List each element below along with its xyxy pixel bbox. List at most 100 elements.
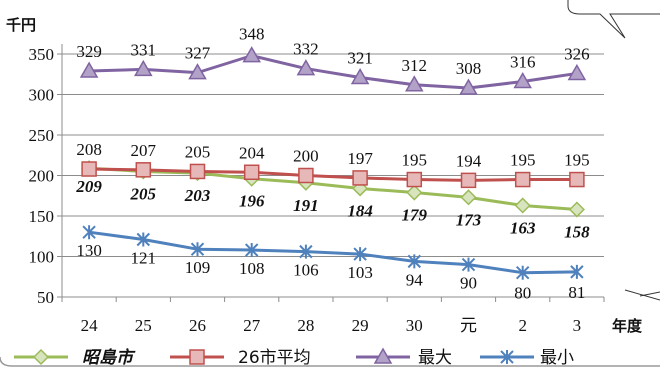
x-tick-label: 30 — [406, 316, 423, 335]
data-label: 209 — [75, 177, 102, 196]
data-point — [407, 254, 422, 269]
x-tick-labels: 24 25 26 27 28 29 30 元 2 3 — [81, 316, 582, 335]
data-label: 163 — [510, 218, 536, 237]
data-label: 173 — [456, 210, 482, 229]
data-point — [243, 164, 260, 181]
series-line — [89, 54, 578, 90]
data-label: 109 — [185, 258, 211, 277]
data-label: 204 — [239, 143, 265, 162]
data-label: 195 — [564, 151, 590, 170]
data-label: 321 — [347, 48, 373, 67]
data-point — [567, 63, 587, 81]
data-point — [79, 61, 99, 78]
y-tick-label: 250 — [29, 126, 55, 145]
data-point — [352, 170, 368, 186]
data-label: 312 — [402, 56, 428, 75]
y-tick-label: 200 — [29, 167, 55, 186]
data-label: 329 — [76, 42, 102, 61]
x-tick-label: 27 — [243, 316, 261, 335]
data-point — [136, 232, 151, 247]
data-point — [134, 59, 153, 77]
legend-label: 昭島市 — [82, 348, 136, 368]
data-point — [353, 247, 367, 262]
x-tick-label: 元 — [460, 316, 477, 335]
callout-shape-top — [567, 0, 660, 39]
y-tick-label: 100 — [29, 248, 55, 267]
data-label: 203 — [184, 186, 211, 205]
series-line — [88, 230, 577, 275]
x-unit-label: 年度 — [612, 317, 643, 335]
data-label: 197 — [347, 149, 373, 168]
data-point — [461, 257, 476, 272]
data-point — [514, 197, 531, 214]
data-point — [298, 167, 314, 184]
data-point — [460, 172, 477, 189]
x-tick-label: 29 — [352, 316, 369, 335]
x-tick-label: 2 — [518, 316, 527, 335]
data-label: 327 — [185, 44, 211, 63]
data-label: 94 — [406, 270, 424, 289]
data-point — [296, 59, 316, 76]
legend-marker — [373, 347, 393, 364]
data-label: 208 — [76, 140, 102, 159]
data-point — [242, 46, 261, 63]
legend-label: 最小 — [540, 348, 574, 368]
data-label: 195 — [510, 151, 536, 170]
data-point — [299, 244, 313, 259]
data-point — [350, 67, 370, 85]
series-最小 — [82, 225, 584, 280]
y-tick-label: 350 — [29, 45, 55, 64]
data-point — [515, 265, 530, 280]
data-label: 179 — [402, 206, 428, 225]
data-label: 331 — [131, 40, 157, 59]
data-label: 108 — [239, 259, 265, 278]
data-point — [459, 78, 478, 95]
data-label: 207 — [131, 141, 157, 160]
data-label: 348 — [239, 25, 265, 44]
y-tick-label: 50 — [37, 288, 54, 307]
data-label: 80 — [514, 284, 531, 303]
y-tick-labels: 50 100 150 200 250 300 350 — [29, 45, 55, 307]
data-point — [406, 184, 423, 201]
legend-item-26市平均: 26市平均 — [170, 348, 311, 368]
y-unit-label: 千円 — [6, 16, 36, 34]
data-label: 158 — [564, 223, 590, 242]
y-tick-label: 150 — [29, 207, 55, 226]
data-label: 184 — [347, 201, 373, 220]
series-line — [89, 166, 578, 212]
data-label: 308 — [456, 59, 482, 78]
x-tick-label: 26 — [189, 316, 206, 335]
legend-item-昭島市: 昭島市 — [14, 348, 136, 368]
data-label: 205 — [130, 184, 157, 203]
series-26市平均 — [81, 161, 585, 189]
data-label: 326 — [564, 44, 590, 63]
data-labels: 209 205 203 196 191 184 179 173 163 158 208 207 205 2… — [75, 25, 590, 303]
data-label: 332 — [293, 40, 319, 59]
x-tick-label: 28 — [297, 316, 314, 335]
legend-item-最大: 最大 — [356, 347, 452, 368]
legend-label: 26市平均 — [238, 348, 311, 368]
data-label: 196 — [239, 192, 265, 211]
x-tick-label: 25 — [135, 316, 152, 335]
data-point — [568, 201, 585, 218]
legend-marker — [500, 350, 514, 364]
x-tick-label: 24 — [81, 316, 99, 335]
data-label: 200 — [293, 147, 319, 166]
legend-label: 最大 — [418, 348, 452, 368]
data-point — [81, 161, 97, 177]
series-group — [79, 46, 587, 280]
data-point — [244, 243, 259, 258]
legend-marker — [189, 349, 205, 365]
axes — [57, 44, 605, 302]
y-tick-label: 300 — [29, 86, 55, 105]
data-point — [188, 63, 207, 80]
data-point — [190, 242, 205, 257]
data-point — [135, 162, 152, 178]
data-point — [460, 189, 477, 206]
data-point — [570, 264, 584, 279]
series-最大 — [79, 46, 587, 95]
legend: 昭島市 26市平均 最大 最小 — [14, 347, 574, 368]
